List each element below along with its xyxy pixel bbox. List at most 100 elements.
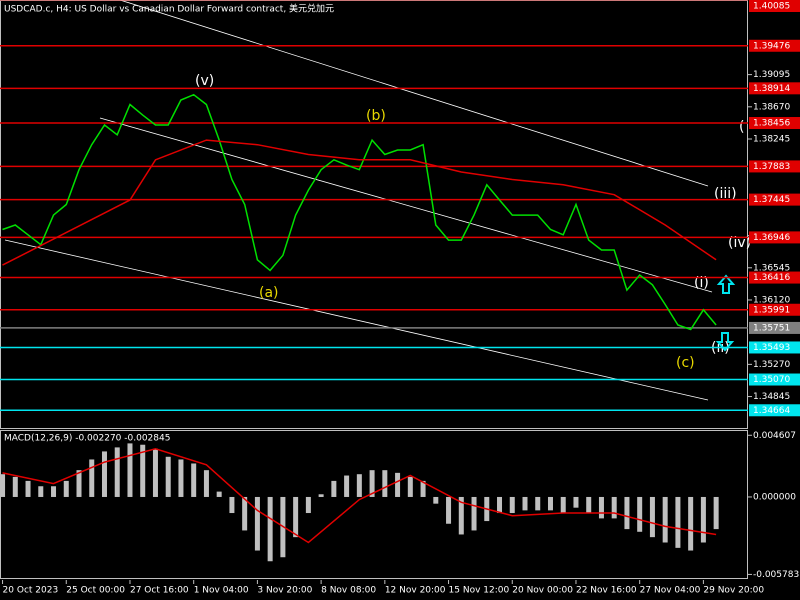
- histogram-bar: [101, 451, 107, 497]
- histogram-bar: [25, 480, 31, 497]
- histogram-bar: [535, 496, 541, 511]
- channel-upper: [119, 0, 709, 187]
- histogram-bar: [586, 496, 592, 514]
- level-label: 1.38914: [753, 84, 790, 94]
- y-tick-label: 0.004607: [753, 431, 796, 441]
- level-tag: [749, 82, 800, 95]
- histogram-bar: [114, 447, 120, 497]
- histogram-bar: [356, 474, 362, 497]
- chart-title: USDCAD.c, H4: US Dollar vs Canadian Doll…: [4, 3, 334, 15]
- macd-title: MACD(12,26,9) -0.002270 -0.002845: [4, 434, 170, 444]
- histogram-bar: [51, 486, 57, 497]
- x-tick-label: 3 Nov 20:00: [257, 586, 312, 596]
- level-tag: [749, 231, 800, 244]
- histogram-bar: [522, 496, 528, 511]
- histogram-bar: [420, 480, 426, 497]
- x-tick-label: 25 Oct 00:00: [66, 586, 125, 596]
- up-arrow: [716, 274, 736, 294]
- level-label: 1.35991: [753, 305, 790, 315]
- level-label: 1.35070: [753, 375, 790, 385]
- histogram-bar: [152, 448, 158, 497]
- wave-label: (i): [694, 275, 709, 291]
- histogram-bar: [254, 496, 260, 551]
- x-tick-label: 22 Nov 16:00: [576, 586, 637, 596]
- histogram-bar: [331, 480, 337, 497]
- histogram-bar: [127, 443, 133, 497]
- histogram-bar: [216, 491, 222, 497]
- level-tag: [749, 193, 800, 206]
- level-tag: [749, 39, 800, 52]
- histogram-bar: [471, 496, 477, 531]
- histogram-bar: [433, 496, 439, 504]
- y-tick-label: -0.005783: [753, 570, 799, 580]
- histogram-bar: [560, 496, 566, 514]
- level-label: 1.40085: [753, 2, 790, 12]
- level-tag: [749, 160, 800, 173]
- level-label: 1.35751: [753, 323, 790, 333]
- histogram-bar: [649, 496, 655, 538]
- series-line: [2, 448, 717, 544]
- histogram-bar: [497, 496, 503, 514]
- histogram-bar: [700, 496, 706, 543]
- histogram-bar: [89, 459, 95, 497]
- histogram-bar: [637, 496, 643, 532]
- down-arrow: [715, 332, 735, 352]
- histogram-bar: [140, 444, 146, 497]
- x-tick-label: 12 Nov 20:00: [385, 586, 446, 596]
- series-line: [2, 139, 717, 266]
- series-line: [2, 93, 717, 331]
- level-label: 1.35493: [753, 343, 790, 353]
- histogram-bar: [407, 476, 413, 497]
- channel-middle: [99, 117, 713, 293]
- level-tag: [749, 373, 800, 386]
- y-tick-label: 1.36545: [753, 263, 790, 273]
- histogram-bar: [229, 496, 235, 514]
- main-frame: [0, 0, 748, 429]
- level-label: 1.36946: [753, 233, 790, 243]
- histogram-bar: [509, 496, 515, 514]
- y-tick-label: 0.000000: [753, 492, 796, 502]
- histogram-bar: [242, 496, 248, 531]
- histogram-bar: [318, 494, 324, 497]
- histogram-bar: [675, 496, 681, 548]
- histogram-bar: [12, 476, 18, 497]
- histogram-bar: [165, 456, 171, 497]
- x-tick-label: 20 Nov 00:00: [512, 586, 573, 596]
- macd-frame: [0, 430, 748, 579]
- x-tick-label: 29 Nov 20:00: [703, 586, 764, 596]
- histogram-bar: [446, 496, 452, 524]
- y-tick-label: 1.36120: [753, 295, 790, 305]
- y-tick-label: 1.38670: [753, 102, 790, 112]
- x-tick-label: 15 Nov 12:00: [449, 586, 510, 596]
- histogram-bar: [203, 470, 209, 497]
- histogram-bar: [267, 496, 273, 562]
- histogram-bar: [38, 486, 44, 497]
- histogram-bar: [598, 496, 604, 519]
- level-label: 1.36416: [753, 273, 790, 283]
- histogram-bar: [395, 472, 401, 497]
- histogram-bar: [573, 496, 579, 508]
- x-tick-label: 20 Oct 2023: [3, 586, 59, 596]
- histogram-bar: [713, 496, 719, 530]
- x-tick-label: 27 Nov 04:00: [640, 586, 701, 596]
- wave-label: (v): [195, 73, 214, 89]
- wave-label: (c): [676, 355, 695, 371]
- level-label: 1.38456: [753, 119, 790, 129]
- level-tag: [749, 303, 800, 316]
- histogram-bar: [0, 474, 6, 497]
- wave-label: (: [739, 119, 744, 135]
- histogram-bar: [76, 470, 82, 497]
- histogram-bar: [547, 496, 553, 511]
- level-label: 1.39476: [753, 41, 790, 51]
- histogram-bar: [624, 496, 630, 530]
- y-tick-label: 1.39095: [753, 70, 790, 80]
- wave-label: (iv): [728, 235, 751, 251]
- wave-label: (b): [366, 108, 386, 124]
- histogram-bar: [191, 463, 197, 497]
- x-tick-label: 27 Oct 16:00: [130, 586, 189, 596]
- histogram-bar: [63, 480, 69, 497]
- histogram-bar: [611, 496, 617, 519]
- histogram-bar: [369, 470, 375, 497]
- level-tag: [749, 341, 800, 354]
